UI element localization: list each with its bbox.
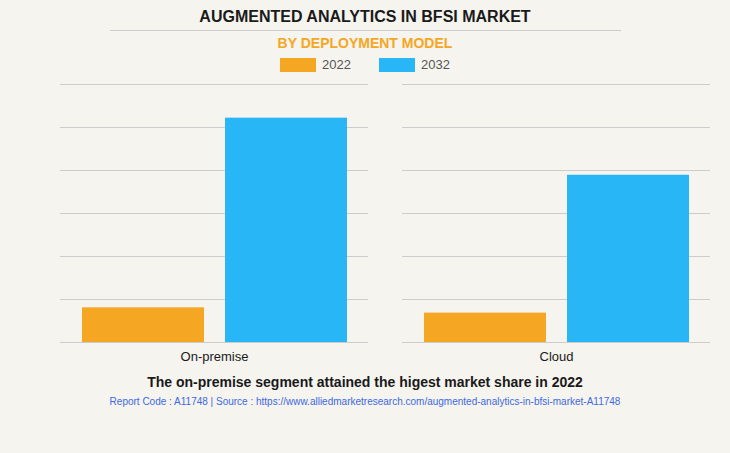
svg-text:Cloud: Cloud [540,349,574,364]
html-text:2032: 2032 [421,57,450,72]
html-text:2022: 2022 [322,57,351,72]
html-text:The on-premise segment attaine: The on-premise segment attained the hige… [147,374,583,390]
html-text:Report Code : A11748 | Source: Report Code : A11748 | Source : https://… [109,396,621,407]
html-text:BY DEPLOYMENT MODEL: BY DEPLOYMENT MODEL [277,35,453,51]
svg-text:On-premise: On-premise [181,349,249,364]
html-text:AUGMENTED ANALYTICS IN BFSI MA: AUGMENTED ANALYTICS IN BFSI MARKET [199,8,531,25]
